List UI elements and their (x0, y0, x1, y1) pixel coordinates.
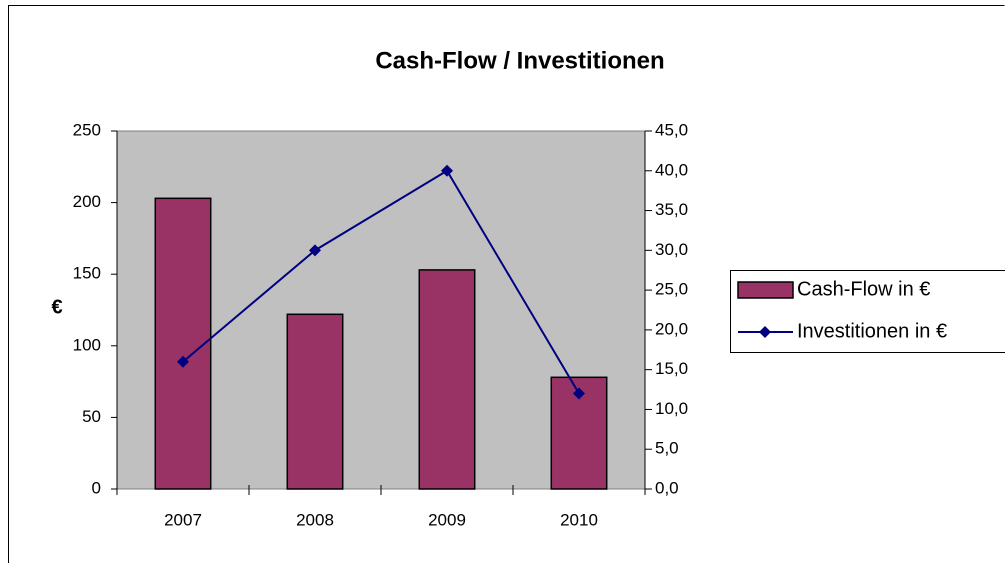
y2-tick-label: 10,0 (655, 399, 688, 418)
x-tick-label: 2009 (428, 510, 466, 529)
legend-label: Investitionen in € (797, 320, 947, 342)
chart-title: Cash-Flow / Investitionen (375, 47, 664, 74)
y2-tick-label: 35,0 (655, 200, 688, 219)
y2-tick-label: 25,0 (655, 280, 688, 299)
y-tick-label: 250 (73, 120, 101, 139)
line (182, 169, 580, 395)
y2-tick-label: 40,0 (655, 160, 688, 179)
y-tick-label: 150 (73, 264, 101, 283)
chart-frame (8, 5, 1005, 563)
y2-tick-label: 15,0 (655, 359, 688, 378)
bar (286, 313, 344, 490)
y-tick-label: 200 (73, 192, 101, 211)
y2-tick-label: 20,0 (655, 319, 688, 338)
x-tick-label: 2007 (164, 510, 202, 529)
x-tick-label: 2008 (296, 510, 334, 529)
line-marker (309, 244, 321, 257)
y-axis-label: € (51, 296, 62, 318)
bar (154, 197, 212, 490)
line-marker (573, 387, 585, 400)
legend-marker (759, 326, 771, 338)
y-tick-label: 50 (82, 407, 101, 426)
y2-tick-label: 0,0 (655, 478, 679, 497)
x-tick-label: 2010 (560, 510, 598, 529)
y-tick-label: 100 (73, 335, 101, 354)
legend-label: Cash-Flow in € (797, 278, 930, 300)
bar (418, 269, 476, 490)
y2-tick-label: 45,0 (655, 120, 688, 139)
y2-tick-label: 30,0 (655, 240, 688, 259)
legend-swatch (737, 281, 794, 299)
y2-tick-label: 5,0 (655, 439, 679, 458)
line-marker (441, 164, 453, 177)
y-tick-label: 0 (92, 478, 101, 497)
line-marker (177, 355, 189, 368)
